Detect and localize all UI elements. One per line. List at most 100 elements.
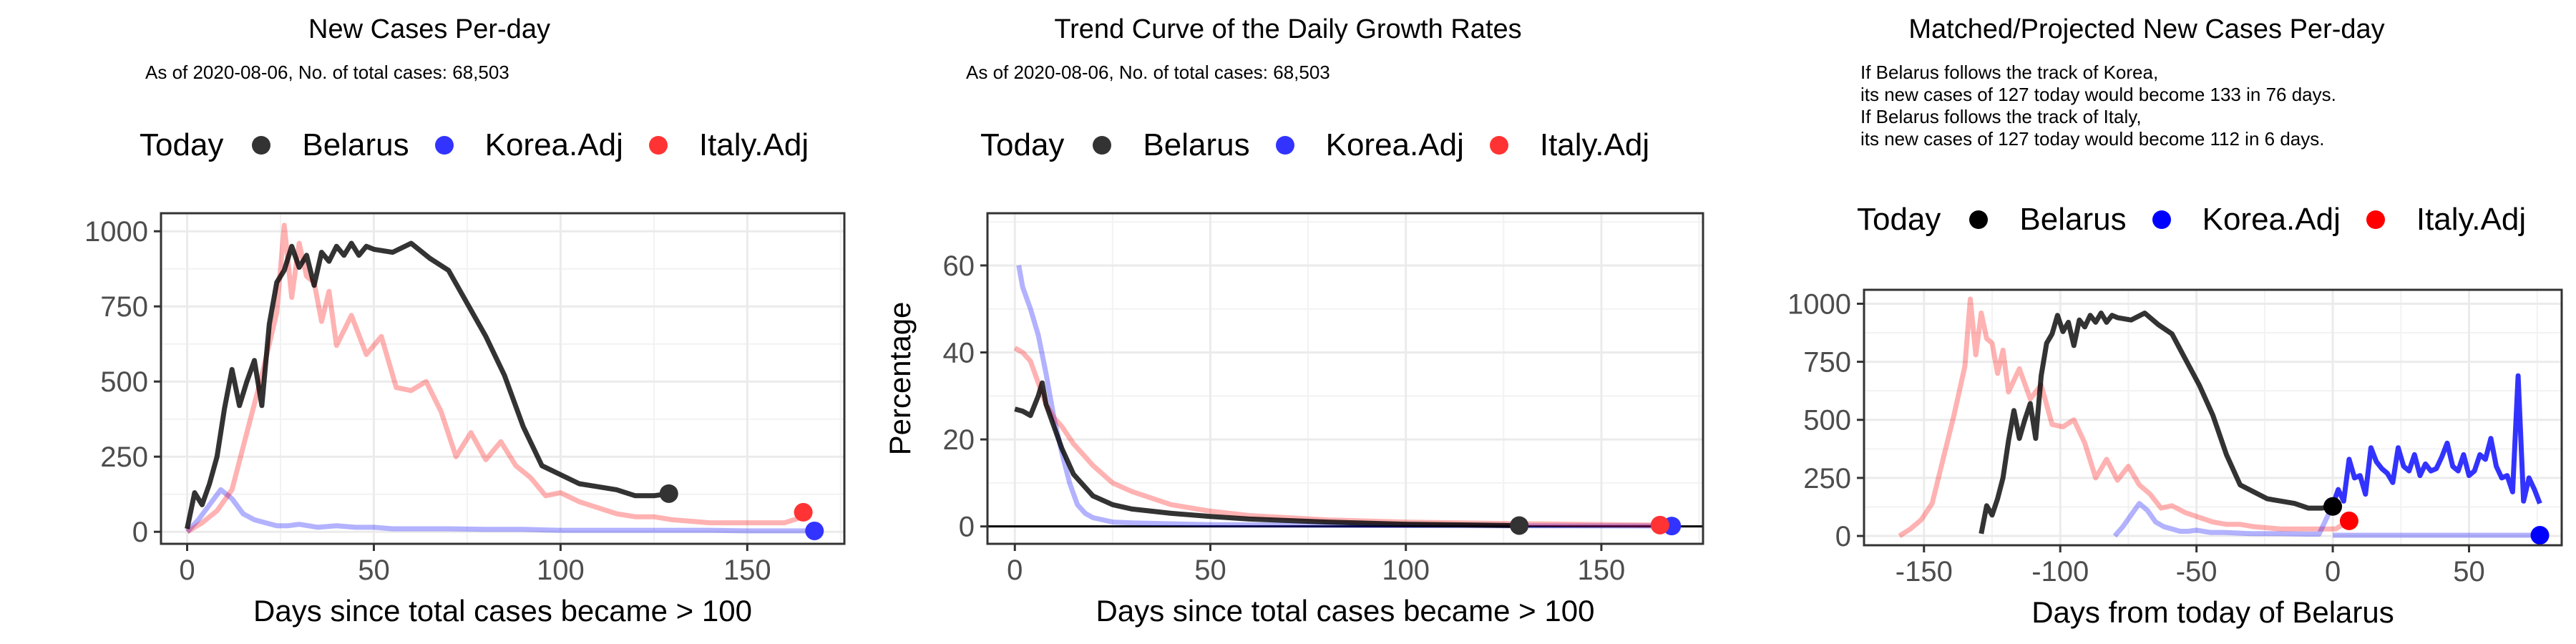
series-line-korea-adj: [1016, 265, 1672, 529]
y-tick-label: 500: [1803, 405, 1851, 436]
chart-svg: 0 50 100 150 0 20 40 60 Days since total cases b…: [883, 212, 1704, 628]
plot-border: [1863, 288, 2563, 547]
today-point-italy-adj: [1650, 515, 1669, 535]
y-tick-label: 250: [100, 441, 148, 473]
legend-item-italy: Italy.Adj: [1489, 127, 1650, 163]
today-point-italy-adj: [794, 502, 813, 522]
y-tick-label: 500: [100, 366, 148, 398]
legend-title: Today: [980, 127, 1065, 162]
chart-subtitle: As of 2020-08-06, No. of total cases: 68…: [145, 62, 509, 83]
legend-label-belarus: Belarus: [1143, 127, 1250, 162]
legend: Today Belarus Korea.Adj Italy.Adj: [140, 127, 834, 163]
chart-subtitle: As of 2020-08-06, No. of total cases: 68…: [966, 62, 1330, 83]
legend-label-italy: Italy.Adj: [1539, 127, 1650, 162]
y-tick-label: 60: [943, 250, 975, 282]
series-line-belarus: [1979, 311, 2333, 535]
panel-projected: Matched/Projected New Cases Per-day If B…: [1717, 0, 2576, 644]
x-tick-label: 0: [179, 555, 195, 586]
x-tick-label: 100: [1382, 555, 1430, 586]
x-tick-label: 100: [537, 555, 585, 586]
legend-dot-italy: [648, 136, 668, 155]
legend-item-belarus: Belarus: [1969, 202, 2127, 238]
legend-dot-korea: [2152, 210, 2171, 229]
legend-label-italy: Italy.Adj: [2416, 202, 2527, 237]
chart-title: New Cases Per-day: [308, 14, 550, 44]
x-axis-label: Days since total cases became > 100: [1096, 594, 1595, 628]
y-tick-label: 40: [943, 338, 975, 369]
legend-dot-italy: [1489, 136, 1508, 155]
chart-svg: 0 50 100 150 0 250 500 750 1000 Days since total …: [84, 212, 846, 628]
subtitle-line: If Belarus follows the track of Korea,: [1860, 62, 2159, 83]
legend-title: Today: [140, 127, 224, 162]
x-tick-label: 50: [358, 555, 390, 586]
series-line-belarus: [185, 240, 670, 530]
legend-label-korea: Korea.Adj: [1325, 127, 1464, 162]
chart-subtitle: If Belarus follows the track of Korea, i…: [1860, 62, 2336, 150]
plot-border: [986, 212, 1704, 545]
y-tick-label: 0: [959, 512, 975, 543]
x-tick-label: 0: [2325, 556, 2341, 587]
y-tick-label: 750: [100, 291, 148, 323]
legend-label-belarus: Belarus: [2019, 202, 2127, 237]
legend: Today Belarus Korea.Adj Italy.Adj: [1857, 202, 2552, 238]
plot-background: [987, 213, 1703, 544]
y-tick-label: 750: [1803, 347, 1851, 379]
x-tick-label: -150: [1896, 556, 1953, 587]
subtitle-line: If Belarus follows the track of Italy,: [1860, 106, 2142, 127]
series-line-belarus: [1014, 380, 1520, 528]
plot-border: [160, 212, 846, 545]
legend-dot-italy: [2366, 210, 2385, 229]
x-axis-label: Days since total cases became > 100: [253, 594, 752, 628]
y-tick-label: 1000: [1787, 288, 1851, 320]
legend-item-korea: Korea.Adj: [434, 127, 623, 163]
x-axis-label: Days from today of Belarus: [2031, 595, 2394, 629]
today-point-korea-adj: [2530, 526, 2550, 545]
legend-item-italy: Italy.Adj: [2366, 202, 2526, 238]
x-tick-label: 0: [1007, 555, 1023, 586]
legend-item-belarus: Belarus: [1093, 127, 1250, 163]
x-tick-label: -50: [2176, 556, 2218, 587]
series-line-italy-adj: [185, 223, 804, 535]
x-tick-label: 150: [1578, 555, 1626, 586]
series-line-italy-adj: [1898, 296, 2351, 538]
legend-item-korea: Korea.Adj: [2152, 202, 2341, 238]
chart-title: Matched/Projected New Cases Per-day: [1908, 14, 2385, 44]
y-axis-label: Percentage: [883, 302, 917, 456]
x-tick-label: 150: [723, 555, 771, 586]
legend-item-italy: Italy.Adj: [648, 127, 809, 163]
legend-dot-belarus: [1969, 210, 1989, 229]
today-point-belarus: [659, 484, 678, 503]
series-line-korea-adj-projected: [2330, 373, 2542, 507]
subtitle-line: its new cases of 127 today would become …: [1860, 128, 2325, 150]
panel-new-cases: New Cases Per-day As of 2020-08-06, No. …: [0, 0, 859, 644]
y-tick-label: 20: [943, 424, 975, 456]
x-tick-label: 50: [2453, 556, 2485, 587]
series-line-korea-adj-past: [2112, 501, 2336, 538]
x-tick-label: -100: [2031, 556, 2089, 587]
legend-item-belarus: Belarus: [252, 127, 409, 163]
legend-label-korea: Korea.Adj: [2202, 202, 2341, 237]
today-point-italy-adj: [2339, 511, 2358, 530]
chart-title: Trend Curve of the Daily Growth Rates: [1054, 14, 1522, 44]
legend-label-belarus: Belarus: [302, 127, 409, 162]
legend-dot-korea: [434, 136, 454, 155]
x-tick-label: 50: [1194, 555, 1226, 586]
series-line-korea-adj: [185, 487, 815, 534]
y-tick-label: 1000: [84, 216, 148, 248]
legend-item-korea: Korea.Adj: [1275, 127, 1464, 163]
legend-dot-belarus: [1093, 136, 1112, 155]
legend-label-italy: Italy.Adj: [698, 127, 809, 162]
legend-label-korea: Korea.Adj: [484, 127, 623, 162]
legend-dot-belarus: [252, 136, 271, 155]
today-point-belarus: [1510, 516, 1529, 535]
panel-growth-rates: Trend Curve of the Daily Growth Rates As…: [859, 0, 1717, 644]
legend-title: Today: [1857, 202, 1941, 237]
today-point-belarus: [2323, 497, 2343, 516]
y-tick-label: 250: [1803, 463, 1851, 494]
y-tick-label: 0: [1835, 521, 1851, 552]
today-point-korea-adj: [805, 521, 824, 540]
subtitle-line: its new cases of 127 today would become …: [1860, 84, 2336, 105]
legend-dot-korea: [1275, 136, 1294, 155]
legend: Today Belarus Korea.Adj Italy.Adj: [980, 127, 1675, 163]
